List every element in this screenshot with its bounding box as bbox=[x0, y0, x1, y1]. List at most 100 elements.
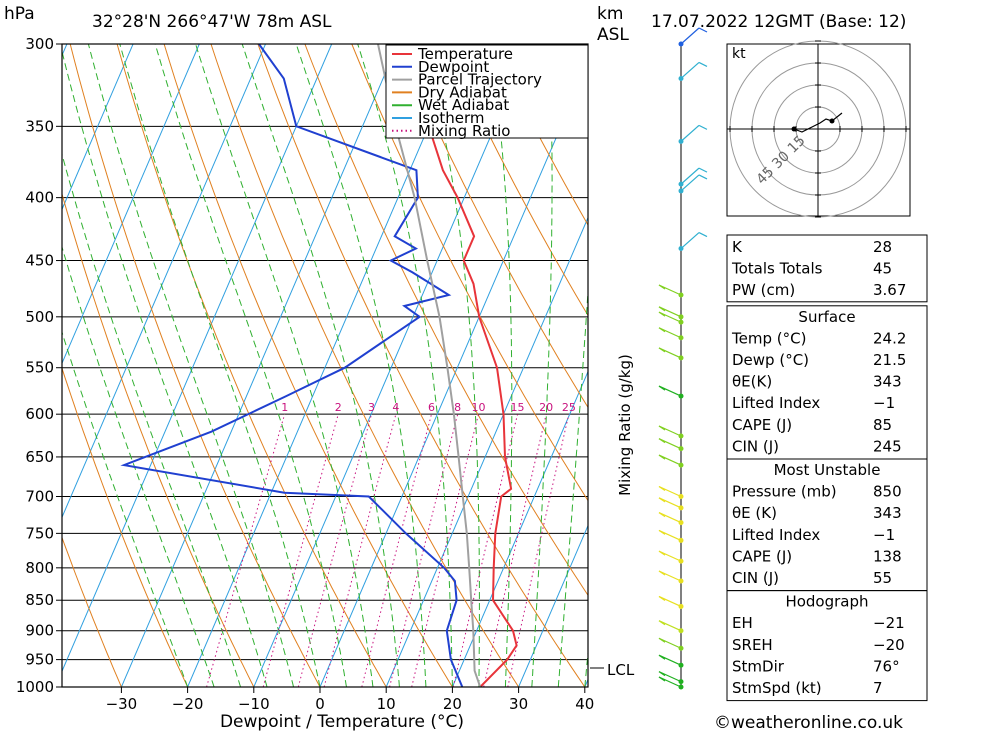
wind-barb-feather-11 bbox=[658, 385, 666, 391]
wind-barb-feather-2 bbox=[698, 124, 708, 130]
wind-barb-dot-7 bbox=[678, 314, 684, 320]
indices-top-value-2: 3.67 bbox=[873, 281, 906, 299]
wind-barbs bbox=[658, 27, 708, 690]
wind-barb-feather-24 bbox=[658, 654, 666, 660]
mixing-ratio-label-8: 8 bbox=[454, 401, 461, 414]
temp-tick-label-10: 10 bbox=[377, 695, 396, 713]
indices-hodograph-value-1: −20 bbox=[873, 636, 905, 654]
mixing-ratio-line-1 bbox=[206, 414, 286, 687]
wind-barb-dot-18 bbox=[678, 537, 684, 543]
wind-barb-8 bbox=[658, 311, 682, 323]
hodograph-unit: kt bbox=[732, 46, 746, 62]
dry-adiabat-10 bbox=[116, 44, 387, 687]
wet-adiabat--20 bbox=[62, 330, 189, 687]
pressure-tick-label-350: 350 bbox=[25, 117, 54, 135]
pressure-tick-label-400: 400 bbox=[25, 189, 54, 207]
wind-barb-24 bbox=[658, 654, 682, 666]
legend-label-0: Temperature bbox=[417, 45, 513, 63]
indices-hodograph-value-2: 76° bbox=[873, 657, 900, 675]
indices-top-label-0: K bbox=[732, 238, 743, 256]
mixing-ratio-axis-label: Mixing Ratio (g/kg) bbox=[616, 354, 634, 496]
indices-surface-label-2: θE(K) bbox=[732, 373, 772, 391]
indices-most-unstable-label-2: Lifted Index bbox=[732, 526, 820, 544]
pressure-tick-label-900: 900 bbox=[25, 622, 54, 640]
wind-barb-21 bbox=[658, 595, 682, 607]
wind-barb-19 bbox=[658, 550, 682, 562]
legend-label-6: Mixing Ratio bbox=[418, 122, 510, 140]
indices-most-unstable-value-4: 55 bbox=[873, 569, 892, 587]
isotherm-20 bbox=[451, 370, 588, 687]
mixing-ratio-line-15 bbox=[452, 414, 519, 687]
mixing-ratio-line-20 bbox=[483, 414, 547, 687]
wind-barb-feather-4 bbox=[698, 174, 708, 180]
wind-barb-feather-8 bbox=[658, 311, 666, 317]
mixing-ratio-label-2: 2 bbox=[335, 401, 342, 414]
wet-adiabat-24 bbox=[423, 44, 480, 687]
pressure-tick-label-550: 550 bbox=[25, 359, 54, 377]
wet-adiabat--8 bbox=[62, 49, 268, 687]
wind-barb-dot-24 bbox=[678, 662, 684, 668]
pressure-tick-label-450: 450 bbox=[25, 252, 54, 270]
series-dewpoint bbox=[120, 44, 464, 687]
mixing-ratio-lines bbox=[206, 414, 570, 687]
series-parcel-trajectory bbox=[377, 44, 482, 687]
temp-tick-label-0: 0 bbox=[315, 695, 325, 713]
isotherm--20 bbox=[187, 44, 465, 687]
wind-barb-18 bbox=[658, 529, 682, 541]
wind-barb-25 bbox=[658, 671, 682, 683]
dry-adiabat-60 bbox=[351, 44, 588, 502]
indices-surface-value-4: 85 bbox=[873, 416, 892, 434]
indices-most-unstable-value-2: −1 bbox=[873, 526, 895, 544]
isotherm-10 bbox=[385, 216, 588, 687]
wind-barb-dot-12 bbox=[678, 433, 684, 439]
wet-adiabat--4 bbox=[87, 44, 294, 687]
wind-barb-22 bbox=[658, 620, 682, 632]
pressure-tick-label-750: 750 bbox=[25, 524, 54, 542]
mixing-ratio-label-25: 25 bbox=[562, 401, 576, 414]
wind-barb-dot-3 bbox=[678, 181, 684, 187]
wind-barb-dot-26 bbox=[678, 684, 684, 690]
wind-barb-feather-18 bbox=[658, 529, 666, 535]
wind-barb-dot-2 bbox=[678, 138, 684, 144]
wind-barb-dot-1 bbox=[678, 75, 684, 81]
wind-barb-feather-21 bbox=[658, 595, 666, 601]
indices-top-label-1: Totals Totals bbox=[731, 260, 823, 278]
indices-surface-label-4: CAPE (J) bbox=[732, 416, 792, 434]
wind-barb-23 bbox=[658, 637, 682, 649]
sounding-series bbox=[120, 44, 518, 687]
wind-barb-dot-21 bbox=[678, 603, 684, 609]
dry-adiabat-40 bbox=[257, 44, 586, 687]
indices-hodograph-label-3: StmSpd (kt) bbox=[732, 679, 822, 697]
temp-tick-label-40: 40 bbox=[575, 695, 594, 713]
wet-adiabat-20 bbox=[357, 44, 453, 687]
isotherm--50 bbox=[62, 44, 266, 519]
mixing-ratio-line-25 bbox=[507, 414, 570, 687]
mixing-ratio-label-3: 3 bbox=[368, 401, 375, 414]
indices-surface-label-5: CIN (J) bbox=[732, 437, 779, 455]
wind-barb-dot-17 bbox=[678, 520, 684, 526]
pressure-unit-label: hPa bbox=[4, 4, 35, 24]
skewt-plot-area bbox=[62, 44, 588, 687]
dry-adiabat--10 bbox=[62, 192, 255, 687]
wind-barb-6 bbox=[658, 284, 682, 296]
wind-barb-dot-11 bbox=[678, 393, 684, 399]
indices-hodograph-label-2: StmDir bbox=[732, 657, 785, 675]
mixing-ratio-label-6: 6 bbox=[428, 401, 435, 414]
pressure-tick-label-700: 700 bbox=[25, 488, 54, 506]
wet-adiabat-8 bbox=[195, 44, 374, 687]
indices-surface-value-1: 21.5 bbox=[873, 351, 906, 369]
wind-barb-2 bbox=[680, 124, 700, 142]
wind-barb-feather-25 bbox=[658, 671, 666, 677]
mixing-ratio-line-10 bbox=[411, 414, 479, 687]
indices-surface-label-1: Dewp (°C) bbox=[732, 351, 809, 369]
wet-adiabat-36 bbox=[557, 283, 588, 687]
legend-label-5: Isotherm bbox=[418, 109, 485, 127]
dry-adiabat--30 bbox=[62, 536, 122, 687]
wind-barb-dot-9 bbox=[678, 335, 684, 341]
temperature-axis: −30 −20 −10 0 10 20 30 40 bbox=[106, 687, 594, 713]
isotherm--40 bbox=[62, 44, 333, 673]
indices-top-label-2: PW (cm) bbox=[732, 281, 795, 299]
wind-barb-feather-0 bbox=[698, 27, 708, 33]
